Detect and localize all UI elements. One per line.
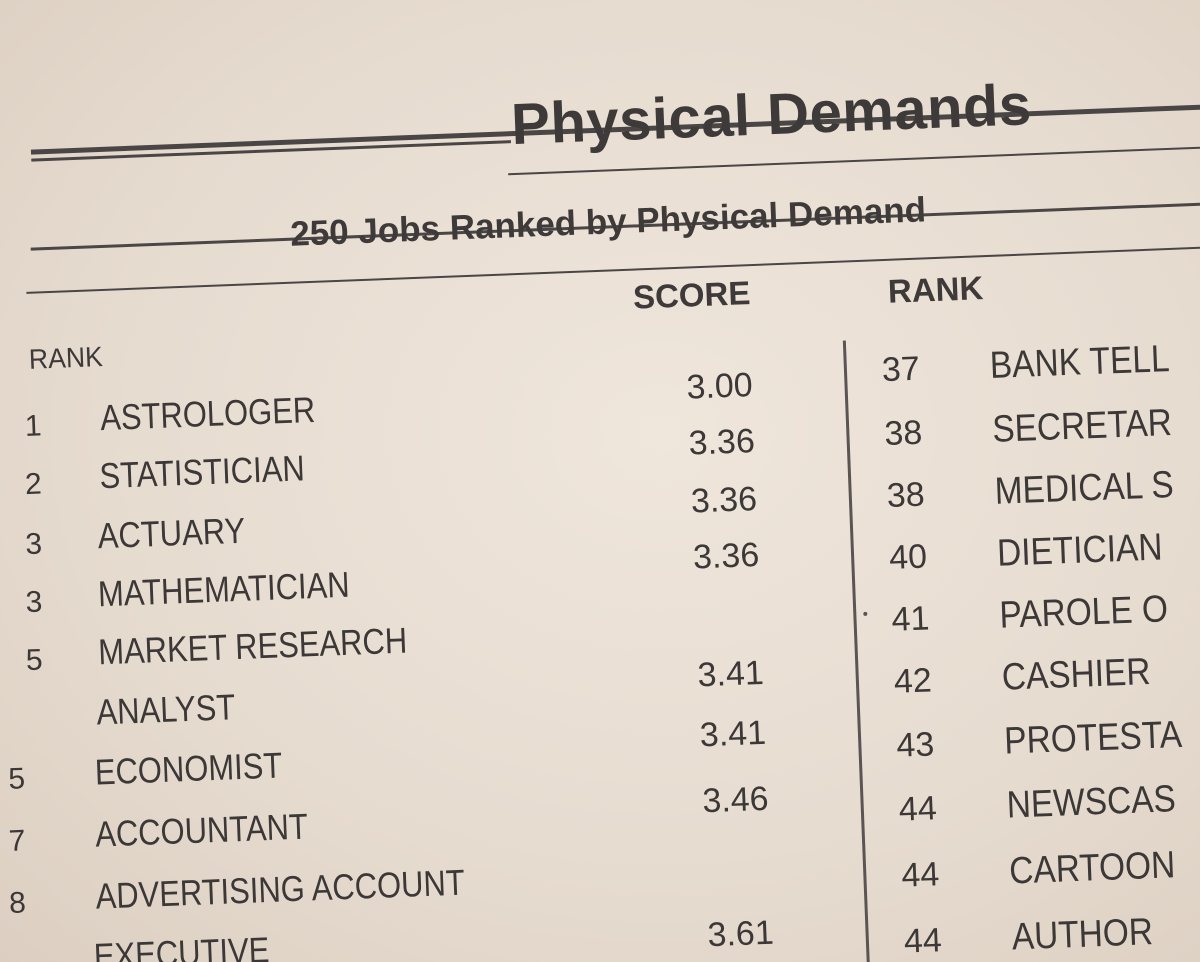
row-rank: 8 — [8, 886, 27, 920]
row-rank: 44 — [898, 789, 938, 829]
row-rank: 42 — [893, 661, 933, 701]
score-column-header: SCORE — [632, 274, 751, 316]
row-rank: 2 — [24, 467, 43, 502]
right-rank-column-header: RANK — [887, 269, 984, 310]
row-rank: 5 — [7, 762, 26, 796]
left-rank-column-header: RANK — [28, 341, 104, 375]
row-job: ACCOUNTANT — [94, 805, 309, 855]
row-score: 3.36 — [690, 479, 758, 521]
row-score: 3.61 — [706, 913, 775, 955]
row-score: 3.36 — [687, 422, 756, 463]
page-title: Physical Demands — [510, 72, 1033, 158]
row-score: 3.46 — [701, 779, 770, 821]
row-score: 3.41 — [696, 653, 765, 695]
row-score: 3.41 — [699, 713, 767, 755]
row-job: ACTUARY — [96, 509, 246, 557]
column-divider — [842, 340, 871, 962]
row-job: BANK TELL — [989, 338, 1171, 387]
table-subtitle: 250 Jobs Ranked by Physical Demand — [289, 190, 927, 254]
row-job: AUTHOR — [1011, 911, 1154, 959]
row-job: ADVERTISING ACCOUNT — [94, 861, 466, 917]
row-rank: 38 — [886, 475, 926, 515]
speck — [863, 611, 868, 616]
row-rank: 1 — [24, 409, 43, 444]
row-score: 3.36 — [692, 535, 760, 577]
row-job: SECRETAR — [991, 402, 1173, 451]
row-rank: 5 — [25, 643, 44, 678]
row-job: MEDICAL S — [993, 463, 1175, 513]
row-job: NEWSCAS — [1005, 778, 1177, 827]
row-rank: 37 — [881, 349, 921, 390]
row-job: ECONOMIST — [94, 744, 283, 793]
row-job: MATHEMATICIAN — [97, 563, 351, 615]
header-rule — [26, 245, 1200, 294]
row-job: ANALYST — [95, 686, 237, 733]
row-job: PROTESTA — [1003, 713, 1183, 763]
row-score: 3.00 — [685, 366, 754, 407]
row-job: EXECUTIVE — [93, 929, 271, 962]
row-job: MARKET RESEARCH — [97, 619, 408, 673]
row-rank: 40 — [888, 537, 928, 577]
row-rank: 7 — [8, 824, 27, 858]
row-job: CARTOON — [1008, 844, 1177, 893]
row-rank: 3 — [24, 527, 43, 562]
row-rank: 38 — [883, 413, 923, 454]
row-rank: 3 — [24, 585, 43, 620]
row-job: STATISTICIAN — [98, 447, 306, 497]
row-job: PAROLE O — [998, 588, 1169, 637]
row-rank: 44 — [900, 855, 940, 895]
row-job: CASHIER — [1001, 651, 1152, 699]
row-rank: 44 — [903, 921, 943, 961]
row-job: DIETICIAN — [996, 526, 1164, 575]
row-rank: 41 — [890, 599, 931, 639]
row-job: ASTROLOGER — [99, 388, 316, 439]
row-rank: 43 — [895, 725, 935, 765]
